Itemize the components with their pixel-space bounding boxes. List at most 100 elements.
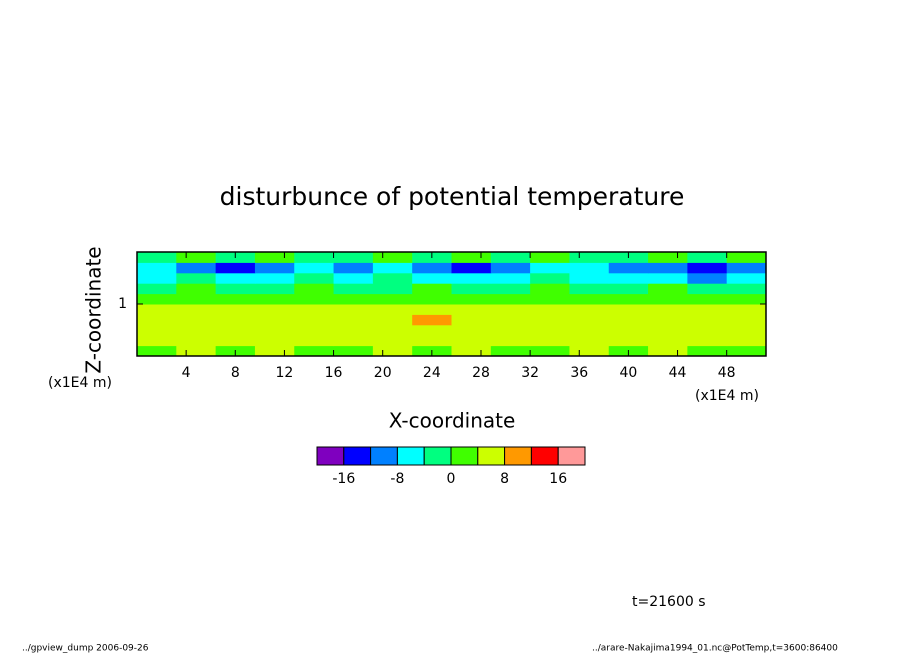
heat-cell <box>412 335 452 347</box>
heat-cell <box>608 262 649 274</box>
heat-cell <box>215 304 256 315</box>
heat-cell <box>176 272 217 284</box>
heat-cell <box>294 293 335 305</box>
heat-cell <box>333 293 374 305</box>
x-tick-label: 36 <box>570 365 588 381</box>
colorbar-swatch <box>504 446 532 466</box>
heat-cell <box>569 314 610 326</box>
heat-cell <box>530 335 570 347</box>
heat-cell <box>726 262 767 274</box>
heat-cell <box>137 314 177 326</box>
heat-cell <box>726 324 767 336</box>
heat-cell <box>254 262 295 274</box>
heat-cell <box>569 272 610 284</box>
heat-cell <box>137 293 177 305</box>
heat-cell <box>451 262 492 274</box>
heat-cell <box>451 314 492 326</box>
heat-cell <box>687 314 728 326</box>
heat-cell <box>372 262 413 274</box>
heat-cell <box>490 314 531 326</box>
heat-cell <box>569 335 610 347</box>
heat-cell <box>687 345 728 357</box>
heat-cell <box>451 324 492 336</box>
colorbar-swatch <box>423 446 452 466</box>
heat-cell <box>137 272 177 284</box>
x-tick-label: 20 <box>374 365 392 381</box>
heat-cell <box>333 283 374 295</box>
heat-cell <box>687 262 728 274</box>
heat-cell <box>608 293 649 305</box>
x-tick-label: 12 <box>276 365 294 381</box>
x-tick-label: 40 <box>619 365 637 381</box>
heat-cell <box>176 293 217 305</box>
heat-cell <box>608 324 649 336</box>
heat-cell <box>726 283 767 295</box>
colorbar-swatch <box>530 446 559 466</box>
heat-cell <box>294 345 335 357</box>
heat-cell <box>372 283 413 295</box>
x-tick-label: 24 <box>423 365 441 381</box>
heat-cell <box>490 335 531 347</box>
heat-cell <box>294 262 335 274</box>
heat-cell <box>333 335 374 347</box>
heat-cell <box>530 252 570 263</box>
heat-cell <box>294 335 335 347</box>
heat-cell <box>254 304 295 315</box>
heat-cell <box>726 304 767 315</box>
heat-cell <box>215 335 256 347</box>
heat-cell <box>648 324 688 336</box>
heat-cell <box>648 314 688 326</box>
heat-cell <box>372 304 413 315</box>
heat-cell <box>412 314 452 326</box>
colorbar-swatch <box>343 446 372 466</box>
heat-cell <box>490 252 531 263</box>
heat-cell <box>530 283 570 295</box>
heat-cell <box>176 262 217 274</box>
heat-cell <box>648 283 688 295</box>
heat-cell <box>333 324 374 336</box>
heat-cell <box>530 314 570 326</box>
heat-cell <box>215 324 256 336</box>
heat-cell <box>137 252 177 263</box>
heat-cell <box>608 335 649 347</box>
heat-cell <box>490 272 531 284</box>
heat-cell <box>608 314 649 326</box>
x-tick-label: 8 <box>231 365 240 381</box>
heat-cell <box>412 283 452 295</box>
heat-cell <box>569 252 610 263</box>
heat-cell <box>137 335 177 347</box>
heat-cell <box>726 314 767 326</box>
x-tick-label: 28 <box>472 365 490 381</box>
heat-cell <box>137 262 177 274</box>
heat-cell <box>372 335 413 347</box>
colorbar-tick-label: 16 <box>549 471 567 487</box>
heat-cell <box>648 335 688 347</box>
heat-cell <box>687 252 728 263</box>
colorbar-swatch <box>316 446 345 466</box>
y-unit: (x1E4 m) <box>48 375 112 391</box>
colorbar-tick-label: -16 <box>332 471 355 487</box>
heat-cell <box>137 283 177 295</box>
heat-cell <box>687 335 728 347</box>
heat-cell <box>333 272 374 284</box>
heat-cell <box>294 252 335 263</box>
colorbar-tick-label: 0 <box>447 471 456 487</box>
colorbar-tick-label: 8 <box>500 471 509 487</box>
heat-cell <box>687 304 728 315</box>
x-axis-label: X-coordinate <box>389 409 516 433</box>
heat-cell <box>412 324 452 336</box>
heat-cell <box>530 293 570 305</box>
heat-cell <box>726 252 767 263</box>
heat-cell <box>687 283 728 295</box>
heat-cell <box>687 293 728 305</box>
heat-cell <box>648 304 688 315</box>
x-unit: (x1E4 m) <box>695 388 759 404</box>
colorbar-tick-label: -8 <box>390 471 404 487</box>
heat-cell <box>451 272 492 284</box>
x-tick-label: 16 <box>325 365 343 381</box>
heat-cell <box>333 304 374 315</box>
heat-cell <box>490 262 531 274</box>
heat-cell <box>412 262 452 274</box>
heat-cell <box>530 345 570 357</box>
